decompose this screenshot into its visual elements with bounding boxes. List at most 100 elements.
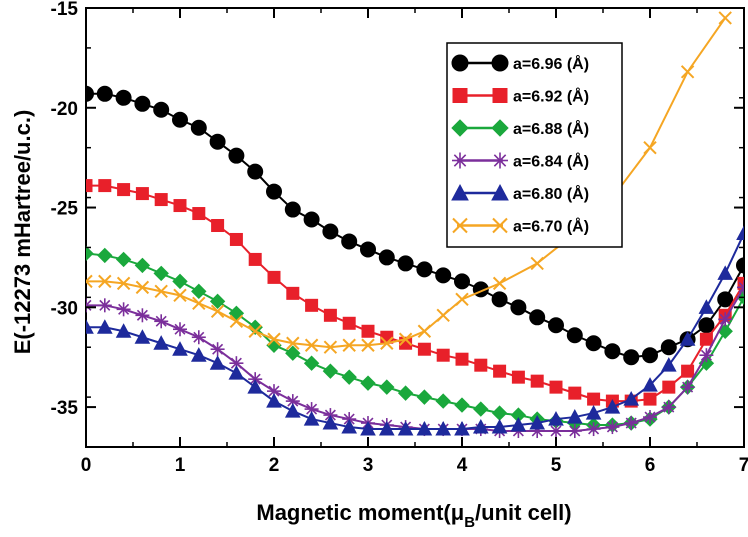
- legend-marker: [492, 152, 508, 169]
- x-tick-label: 3: [363, 455, 374, 476]
- data-point: [454, 420, 470, 436]
- data-point: [530, 256, 544, 271]
- data-point: [86, 85, 94, 102]
- data-point: [360, 420, 376, 436]
- legend-marker: [492, 88, 508, 103]
- data-point: [397, 385, 414, 401]
- data-point: [717, 265, 734, 280]
- data-point: [493, 364, 507, 378]
- data-point: [549, 380, 563, 394]
- data-point: [435, 420, 452, 436]
- data-point: [98, 274, 112, 289]
- data-point: [135, 187, 149, 201]
- legend-marker: [452, 217, 468, 234]
- data-point: [511, 370, 525, 384]
- axes: 0 1 2 3 4 5 6 7 -35 -30 -25 -20 -15: [51, 0, 748, 476]
- legend-label: a=6.96 (Å): [513, 54, 589, 73]
- data-point: [623, 349, 640, 366]
- y-tick-label: -35: [51, 398, 79, 419]
- data-point: [135, 280, 150, 295]
- legend-marker: [492, 217, 508, 234]
- data-point: [454, 397, 470, 413]
- data-point: [661, 400, 676, 415]
- series-line: [86, 17, 727, 349]
- data-point: [718, 11, 732, 25]
- data-point: [116, 302, 131, 317]
- legend-label: a=6.88 (Å): [513, 119, 589, 138]
- data-point: [435, 393, 451, 409]
- data-point: [341, 418, 358, 434]
- legend-marker: [451, 183, 469, 201]
- data-point: [173, 199, 187, 213]
- data-point: [210, 342, 225, 357]
- data-point: [455, 352, 469, 366]
- data-point: [361, 324, 375, 338]
- series-5: [86, 225, 744, 436]
- data-point: [585, 405, 602, 420]
- legend-marker: [491, 54, 509, 72]
- data-point: [247, 163, 264, 180]
- legend-marker: [451, 54, 469, 72]
- x-tick-label: 4: [457, 455, 468, 476]
- data-point: [228, 365, 245, 380]
- data-point: [323, 340, 338, 354]
- data-point: [472, 418, 489, 434]
- data-point: [285, 345, 301, 361]
- x-tick-label: 5: [551, 455, 562, 476]
- data-point: [190, 119, 207, 136]
- data-point: [303, 211, 320, 228]
- data-point: [303, 411, 320, 426]
- data-point: [380, 336, 394, 350]
- data-point: [698, 317, 715, 334]
- data-point: [192, 296, 206, 311]
- data-point: [398, 332, 413, 346]
- data-point: [643, 392, 657, 406]
- data-point: [322, 414, 339, 430]
- data-point: [305, 298, 319, 312]
- data-point: [416, 389, 433, 405]
- data-point: [679, 331, 696, 346]
- series-1: [86, 85, 744, 366]
- data-point: [134, 95, 151, 112]
- data-point: [266, 393, 282, 408]
- data-point: [173, 322, 187, 337]
- data-point: [209, 355, 226, 370]
- data-point: [491, 418, 508, 434]
- data-point: [286, 286, 300, 300]
- data-point: [153, 265, 169, 282]
- data-point: [643, 140, 657, 155]
- data-point: [435, 267, 452, 284]
- data-point: [624, 416, 639, 431]
- data-point: [248, 252, 262, 266]
- legend-label: a=6.80 (Å): [513, 184, 589, 203]
- data-point: [361, 338, 375, 352]
- data-point: [322, 363, 339, 379]
- data-point: [492, 276, 507, 291]
- data-point: [284, 201, 301, 218]
- data-point: [736, 225, 744, 240]
- legend-marker: [452, 88, 468, 103]
- x-tick-label: 6: [645, 455, 656, 476]
- data-point: [717, 291, 734, 308]
- data-point: [211, 219, 225, 233]
- data-point: [229, 314, 244, 328]
- data-point: [529, 309, 546, 326]
- data-point: [209, 293, 226, 310]
- legend-item: a=6.92 (Å): [452, 87, 589, 106]
- y-tick-label: -25: [51, 199, 79, 220]
- data-point: [209, 133, 226, 150]
- series-6: [86, 11, 732, 354]
- data-point: [247, 319, 263, 335]
- data-point: [548, 317, 564, 334]
- data-point: [135, 308, 150, 323]
- data-point: [248, 324, 262, 338]
- data-point: [267, 332, 281, 346]
- data-point: [284, 403, 301, 418]
- y-tick-label: -20: [51, 99, 78, 120]
- data-point: [342, 338, 356, 352]
- legend-label: a=6.70 (Å): [513, 217, 589, 236]
- legend-marker: [491, 119, 509, 137]
- x-tick-label: 0: [81, 455, 92, 476]
- data-point: [96, 85, 113, 102]
